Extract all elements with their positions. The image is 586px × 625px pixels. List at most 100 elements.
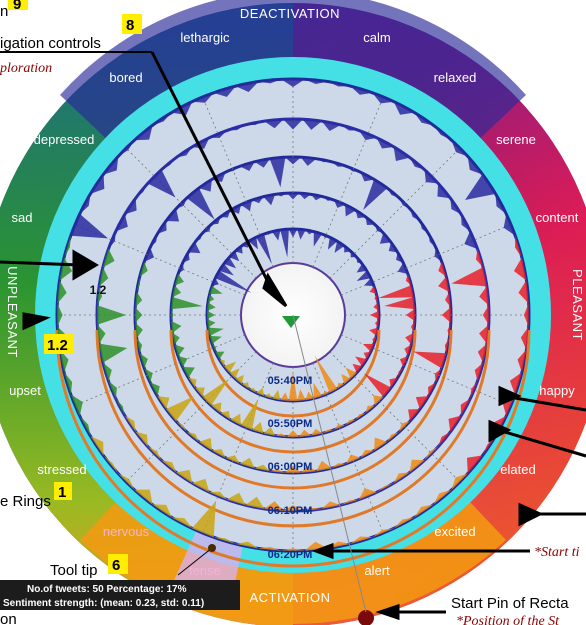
- trace-spike: [117, 139, 135, 157]
- trace-spike: [376, 483, 394, 493]
- trace-spike: [139, 261, 148, 277]
- trace-spike: [251, 422, 264, 434]
- trace-spike: [161, 157, 177, 170]
- trace-spike: [166, 208, 180, 222]
- emotion-alert: alert: [364, 563, 390, 578]
- trace-spike: [283, 119, 303, 130]
- trace-spike: [256, 234, 272, 264]
- trace-spike: [286, 193, 300, 200]
- trace-spike: [264, 119, 284, 129]
- trace-spike: [464, 231, 478, 250]
- trace-spike: [99, 343, 128, 363]
- trace-spike: [281, 79, 305, 88]
- trace-spike: [346, 166, 361, 173]
- trace-spike: [283, 505, 303, 511]
- trace-spike: [57, 280, 67, 304]
- trace-spike: [115, 398, 125, 416]
- trace-spike: [263, 393, 273, 399]
- tooltip-line-1: No.of tweets: 50 Percentage: 17%: [27, 584, 187, 595]
- trace-spike: [186, 431, 199, 442]
- badge-6: 6: [112, 557, 120, 574]
- emotion-upset: upset: [9, 383, 41, 398]
- trace-spike: [225, 455, 240, 464]
- trace-spike: [97, 324, 106, 344]
- partial-text-n: n: [0, 3, 8, 20]
- trace-spike: [264, 501, 284, 511]
- axis-activation: ACTIVATION: [249, 590, 330, 605]
- trace-spike: [475, 248, 484, 268]
- badge-9: 9: [13, 0, 21, 13]
- trace-spike: [433, 125, 452, 141]
- trace-spike: [404, 344, 412, 357]
- tooltip-anchor-dot[interactable]: [208, 544, 216, 552]
- trace-spike: [379, 232, 392, 244]
- trace-spike: [235, 541, 259, 549]
- trace-spike: [198, 179, 212, 192]
- trace-spike: [79, 415, 91, 437]
- trace-spike: [108, 380, 117, 399]
- trace-spike: [135, 431, 148, 447]
- trace-spike: [503, 213, 516, 236]
- trace-spike: [172, 285, 182, 298]
- trace-spike: [434, 247, 442, 262]
- trace-spike: [300, 465, 317, 473]
- trace-spike: [398, 197, 411, 210]
- trace-spike: [364, 278, 374, 287]
- trace-spike: [321, 121, 341, 131]
- trace-spike: [509, 372, 522, 395]
- center-pointer-icon[interactable]: [282, 316, 300, 328]
- time-label-4: 06:10PM: [268, 505, 313, 517]
- tooltip-box: No.of tweets: 50 Percentage: 17% Sentime…: [0, 580, 240, 610]
- trace-spike: [441, 307, 451, 323]
- axis-deactivation: DEACTIVATION: [240, 6, 340, 21]
- trace-spike: [194, 232, 203, 243]
- trace-spike: [220, 210, 231, 218]
- trace-spike: [389, 377, 398, 388]
- trace-spike: [90, 436, 104, 456]
- trace-spike: [333, 200, 346, 208]
- emotion-content: content: [536, 210, 579, 225]
- emotion-serene: serene: [496, 132, 536, 147]
- trace-spike: [322, 429, 335, 434]
- trace-spike: [428, 382, 436, 397]
- trace-spike: [174, 344, 185, 357]
- trace-spike: [269, 469, 286, 473]
- trace-spike: [424, 169, 439, 184]
- trace-spike: [209, 491, 228, 500]
- trace-spike: [144, 247, 155, 262]
- trace-spike: [438, 261, 447, 277]
- trace-spike: [108, 231, 116, 250]
- time-label-3: 06:00PM: [268, 461, 313, 473]
- trace-spike: [209, 130, 228, 138]
- trace-spike: [370, 310, 379, 320]
- trace-spike: [316, 158, 332, 163]
- trace-spike: [171, 517, 193, 529]
- trace-spike: [230, 413, 241, 426]
- trace-spike: [102, 248, 115, 268]
- trace-spike: [213, 537, 236, 544]
- trace-spike: [461, 214, 471, 232]
- trace-spike: [175, 197, 188, 210]
- trace-spike: [372, 528, 395, 538]
- trace-spike: [171, 320, 182, 334]
- trace-spike: [397, 367, 404, 378]
- trace-spike: [451, 267, 487, 287]
- trace-spike: [147, 446, 162, 461]
- trace-spike: [374, 319, 379, 328]
- trace-spike: [451, 139, 469, 157]
- trace-spike: [254, 464, 270, 472]
- trace-spike: [356, 270, 371, 281]
- trace-spike: [350, 86, 373, 95]
- trace-spike: [176, 146, 193, 158]
- trace-spike: [517, 349, 527, 373]
- start-pin-line: [292, 314, 367, 613]
- start-pin-icon[interactable]: [358, 610, 374, 625]
- trace-spike: [321, 391, 330, 396]
- badge-1-2-bg: [44, 334, 74, 354]
- trace-spike: [274, 193, 288, 197]
- trace-spike: [460, 398, 471, 416]
- trace-spike: [363, 179, 388, 211]
- trace-spike: [225, 166, 240, 173]
- trace-spike: [171, 296, 203, 310]
- trace-spike: [207, 294, 215, 303]
